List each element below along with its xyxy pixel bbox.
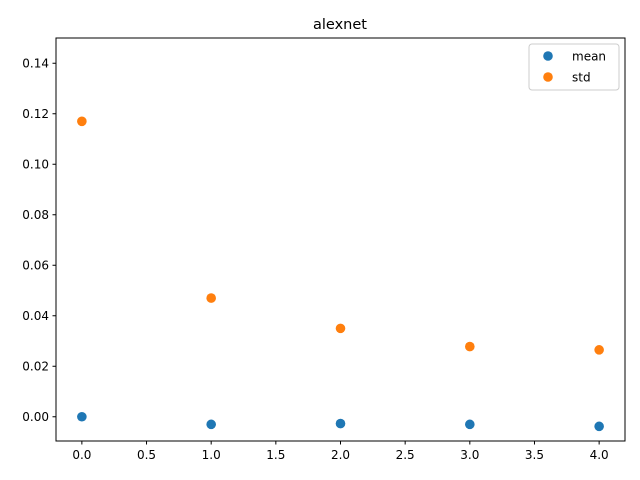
y-axis: 0.00 0.02 0.04 0.06 0.08 0.10 0.12 0.14 [22, 56, 56, 424]
y-tick-label: 0.00 [22, 410, 49, 424]
point-std [465, 341, 475, 352]
x-tick-label: 2.5 [396, 448, 415, 462]
y-tick-label: 0.02 [22, 359, 49, 373]
point-mean [206, 419, 216, 430]
point-mean [77, 411, 87, 422]
legend-marker-mean [543, 51, 553, 61]
legend-label-std: std [572, 71, 591, 85]
legend-marker-std [543, 72, 553, 82]
plot-frame [55, 37, 626, 442]
point-std [206, 293, 216, 303]
y-tick-label: 0.14 [22, 56, 49, 70]
x-tick-label: 0.0 [72, 448, 91, 462]
x-tick-label: 1.5 [266, 448, 285, 462]
point-std [77, 116, 87, 127]
point-mean [335, 418, 346, 429]
x-tick-label: 0.5 [137, 448, 156, 462]
point-std [594, 345, 604, 355]
y-tick-label: 0.04 [22, 309, 49, 323]
y-tick-label: 0.10 [22, 157, 49, 171]
y-tick-label: 0.12 [22, 107, 49, 121]
x-tick-label: 3.5 [525, 448, 544, 462]
x-tick-label: 3.0 [460, 448, 479, 462]
point-mean [465, 419, 475, 430]
x-axis: 0.0 0.5 1.0 1.5 2.0 2.5 3.0 3.5 4.0 [72, 441, 609, 462]
point-mean [594, 421, 604, 432]
legend: mean std [528, 43, 620, 91]
x-tick-label: 1.0 [202, 448, 221, 462]
x-tick-label: 2.0 [331, 448, 350, 462]
y-tick-label: 0.06 [22, 258, 49, 272]
legend-label-mean: mean [572, 50, 606, 64]
point-std [335, 323, 346, 334]
data-points [77, 116, 604, 432]
x-tick-label: 4.0 [590, 448, 609, 462]
y-tick-label: 0.08 [22, 208, 49, 222]
chart-title: alexnet [313, 17, 367, 33]
